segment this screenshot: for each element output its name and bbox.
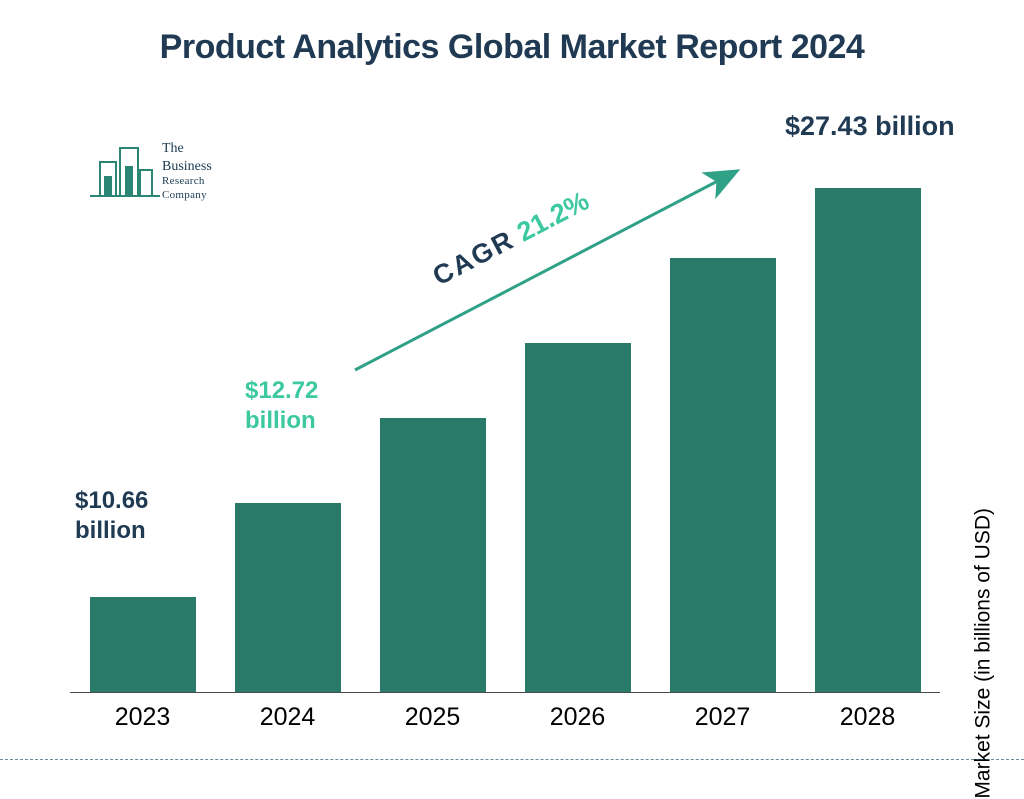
bar-slot-2027: 2027 xyxy=(650,258,795,693)
bar-slot-2023: 2023 xyxy=(70,597,215,693)
bar-2027 xyxy=(670,258,776,693)
bar-2025 xyxy=(380,418,486,693)
xlabel-2025: 2025 xyxy=(360,703,505,732)
bar-2028 xyxy=(815,188,921,693)
bar-2026 xyxy=(525,343,631,693)
xlabel-2027: 2027 xyxy=(650,703,795,732)
bar-slot-2028: 2028 xyxy=(795,188,940,693)
x-axis-line xyxy=(70,692,940,694)
xlabel-2023: 2023 xyxy=(70,703,215,732)
xlabel-2028: 2028 xyxy=(795,703,940,732)
bar-slot-2026: 2026 xyxy=(505,343,650,693)
bottom-dashed-line xyxy=(0,759,1024,760)
bar-2024 xyxy=(235,503,341,693)
value-label-2028: $27.43 billion xyxy=(785,110,1005,144)
xlabel-2024: 2024 xyxy=(215,703,360,732)
bar-chart: 2023 2024 2025 2026 2027 2028 xyxy=(70,133,940,693)
value-label-2023-text: $10.66 billion xyxy=(75,487,148,544)
bar-slot-2024: 2024 xyxy=(215,503,360,693)
value-label-2024-text: $12.72 billion xyxy=(245,377,318,434)
bars-container: 2023 2024 2025 2026 2027 2028 xyxy=(70,133,940,693)
chart-title: Product Analytics Global Market Report 2… xyxy=(0,28,1024,67)
value-label-2024: $12.72 billion xyxy=(245,376,365,436)
xlabel-2026: 2026 xyxy=(505,703,650,732)
bar-slot-2025: 2025 xyxy=(360,418,505,693)
chart-title-text: Product Analytics Global Market Report 2… xyxy=(160,28,865,66)
y-axis-label: Market Size (in billions of USD) xyxy=(972,508,996,799)
value-label-2023: $10.66 billion xyxy=(75,486,195,546)
bar-2023 xyxy=(90,597,196,693)
value-label-2028-text: $27.43 billion xyxy=(785,111,955,141)
